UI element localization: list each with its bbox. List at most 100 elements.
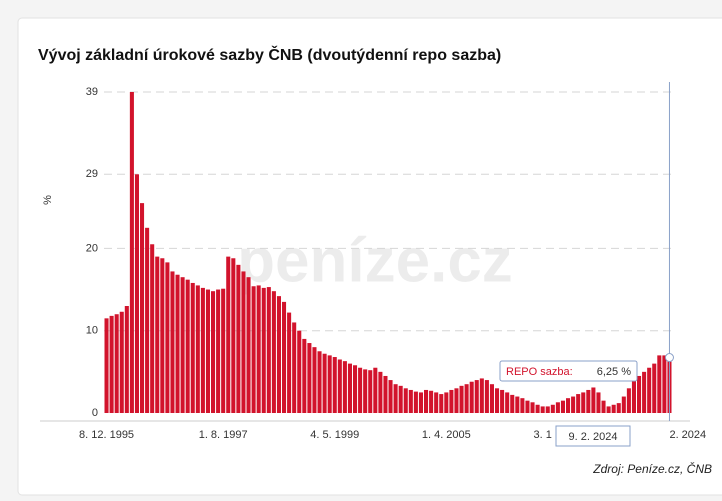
bar xyxy=(566,398,571,413)
bar xyxy=(282,301,287,413)
y-tick-label: 29 xyxy=(86,168,98,180)
bar xyxy=(550,404,555,413)
bar xyxy=(535,404,540,413)
bar xyxy=(231,258,236,413)
x-tick-label: 3. 1 xyxy=(533,429,551,441)
bar xyxy=(586,389,591,413)
bar xyxy=(327,355,332,413)
bar xyxy=(190,282,195,413)
bar xyxy=(241,271,246,413)
bar xyxy=(251,286,256,413)
x-tick-label: 1. 8. 1997 xyxy=(199,429,248,441)
tooltip-series: REPO sazba: xyxy=(506,366,573,378)
bar xyxy=(464,384,469,413)
bar xyxy=(657,355,662,413)
bar xyxy=(601,400,606,413)
bar xyxy=(160,258,165,413)
bar xyxy=(109,315,114,413)
bar xyxy=(581,392,586,413)
bar xyxy=(449,389,454,413)
bar xyxy=(246,277,251,413)
y-tick-label: 0 xyxy=(92,407,98,419)
bar xyxy=(520,398,525,413)
bar xyxy=(337,359,342,413)
bar xyxy=(353,365,358,413)
bar xyxy=(388,380,393,413)
bar xyxy=(398,385,403,413)
bar xyxy=(170,271,175,413)
bar xyxy=(652,363,657,413)
bar xyxy=(124,306,129,413)
bar xyxy=(221,288,226,413)
bar xyxy=(271,291,276,413)
bar xyxy=(530,402,535,413)
bar xyxy=(175,274,180,413)
bar xyxy=(444,392,449,413)
bar xyxy=(571,396,576,413)
bar xyxy=(459,385,464,413)
tooltip-date: 9. 2. 2024 xyxy=(569,431,618,443)
bar xyxy=(358,367,363,413)
date-box xyxy=(555,425,631,447)
bar xyxy=(261,287,266,413)
bar xyxy=(626,388,631,413)
bar xyxy=(368,370,373,413)
bar xyxy=(180,277,185,413)
bar xyxy=(383,375,388,413)
bar xyxy=(256,285,261,413)
bar xyxy=(495,388,500,413)
bar xyxy=(596,392,601,413)
bar xyxy=(525,400,530,413)
source: Zdroj: Peníze.cz, ČNB xyxy=(592,461,712,476)
bar xyxy=(363,369,368,413)
bar xyxy=(145,227,150,413)
bar xyxy=(317,351,322,413)
bar xyxy=(287,312,292,413)
bar xyxy=(454,388,459,413)
bar xyxy=(489,384,494,413)
bar xyxy=(302,338,307,413)
watermark: peníze.cz xyxy=(237,226,513,295)
bar xyxy=(510,394,515,413)
bar xyxy=(418,392,423,413)
bar xyxy=(342,361,347,413)
bar xyxy=(616,403,621,413)
bar xyxy=(347,363,352,413)
bar xyxy=(413,391,418,413)
bar xyxy=(540,406,545,413)
bar xyxy=(266,287,271,413)
bar xyxy=(312,347,317,413)
bar xyxy=(505,392,510,413)
bar xyxy=(195,285,200,413)
bar xyxy=(403,388,408,413)
bar xyxy=(322,353,327,413)
bar xyxy=(236,264,241,413)
bar xyxy=(408,389,413,413)
tooltip-box xyxy=(499,360,638,382)
bar xyxy=(439,394,444,413)
bar xyxy=(114,314,119,413)
bar xyxy=(500,389,505,413)
bar xyxy=(292,322,297,413)
bar xyxy=(165,262,170,413)
y-axis-label: % xyxy=(42,195,54,205)
y-tick-label: 39 xyxy=(86,86,98,98)
x-tick-label: 4. 5. 1999 xyxy=(310,429,359,441)
bar xyxy=(606,406,611,413)
bar xyxy=(150,244,155,413)
bar xyxy=(424,389,429,413)
tooltip-value: 6,25 % xyxy=(597,366,631,378)
bar xyxy=(200,287,205,413)
bar xyxy=(631,380,636,413)
bar xyxy=(104,318,109,413)
bar xyxy=(429,390,434,413)
bar xyxy=(134,174,139,413)
x-tick-label: 8. 12. 1995 xyxy=(79,429,134,441)
bar xyxy=(297,330,302,413)
bar xyxy=(185,279,190,413)
bar xyxy=(434,392,439,413)
bar xyxy=(129,92,134,413)
bar xyxy=(469,381,474,413)
bar xyxy=(555,402,560,413)
